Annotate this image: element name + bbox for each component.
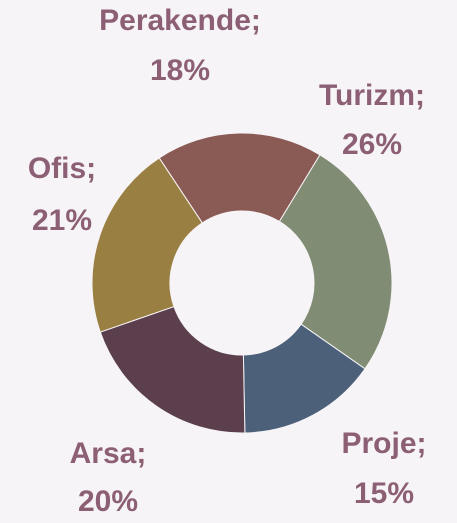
value-label: 20% — [78, 485, 138, 518]
value-label: 15% — [354, 477, 414, 510]
category-label: Arsa; — [70, 437, 147, 470]
donut-segment — [91, 157, 203, 333]
category-label: Proje; — [341, 427, 426, 460]
donut-segment — [278, 154, 393, 370]
category-label: Turizm; — [319, 79, 425, 112]
value-label: 26% — [342, 128, 402, 161]
category-label: Ofis; — [28, 152, 96, 185]
donut-segment — [158, 132, 321, 224]
value-label: 18% — [150, 54, 210, 87]
category-label: Perakende; — [99, 4, 261, 37]
donut-segment — [99, 305, 246, 434]
value-label: 21% — [32, 204, 92, 237]
